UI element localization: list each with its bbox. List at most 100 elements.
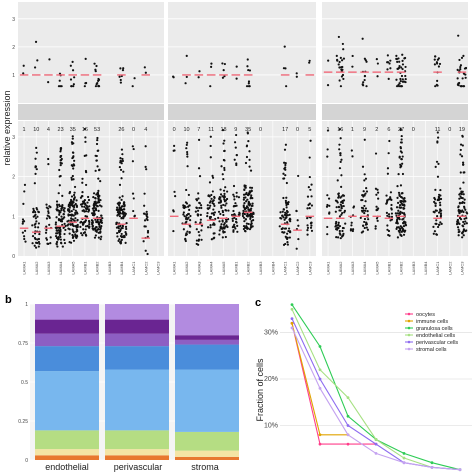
data-point (81, 181, 84, 184)
data-point (387, 77, 390, 80)
data-point (95, 142, 99, 146)
data-point (101, 217, 104, 220)
data-point (84, 57, 87, 61)
data-point (435, 233, 439, 236)
data-point (99, 198, 102, 202)
data-point (206, 226, 210, 229)
data-point (212, 202, 215, 206)
data-point (118, 238, 121, 241)
data-point (439, 212, 443, 215)
data-point (281, 214, 284, 217)
gene-tick-label: LAMA3 (196, 261, 201, 275)
data-point (284, 143, 287, 146)
data-point (224, 209, 227, 212)
data-point (396, 185, 399, 188)
data-point (336, 59, 339, 62)
data-point (399, 212, 402, 216)
data-point (36, 215, 39, 218)
data-point (132, 197, 135, 200)
data-point (23, 229, 27, 232)
count-label: 10 (33, 127, 39, 133)
count-label: 0 (296, 127, 299, 133)
data-point (72, 239, 76, 242)
data-point (439, 208, 442, 211)
data-point (63, 210, 66, 213)
data-point (75, 226, 78, 229)
data-point (21, 220, 25, 223)
data-point (199, 204, 203, 207)
data-point (84, 140, 87, 143)
data-point (37, 245, 40, 248)
data-point (242, 198, 245, 201)
bar-segment (35, 346, 99, 372)
data-point (213, 236, 216, 239)
data-point (83, 205, 86, 208)
data-point (335, 206, 338, 209)
data-point (340, 158, 343, 161)
chart-marks: LAMA11LAMA210LAMA34LAMA423LAMA535LAMB116… (12, 2, 472, 472)
data-point (98, 194, 101, 197)
data-point (289, 230, 292, 234)
data-point (60, 157, 63, 161)
data-point (172, 229, 175, 233)
series-point (318, 377, 322, 381)
data-point (47, 80, 50, 84)
data-point (92, 196, 95, 199)
data-point (56, 226, 60, 229)
data-point (339, 233, 342, 236)
data-point (295, 247, 298, 250)
data-point (83, 85, 86, 88)
data-point (388, 62, 391, 65)
data-point (365, 226, 368, 229)
y-tick-label: 1 (12, 73, 15, 79)
data-point (456, 83, 460, 86)
data-point (339, 152, 342, 155)
data-point (335, 54, 338, 57)
data-point (59, 164, 62, 167)
data-point (286, 243, 289, 246)
data-point (435, 219, 438, 222)
y-tick-label: 3 (12, 135, 15, 141)
gene-tick-label: LAMB2 (246, 261, 251, 275)
data-point (38, 232, 41, 236)
data-point (21, 231, 24, 234)
count-label: 23 (58, 127, 64, 133)
series-point (290, 307, 294, 311)
data-point (73, 196, 76, 199)
data-point (59, 235, 62, 239)
data-point (79, 225, 82, 228)
data-point (73, 204, 76, 207)
data-point (296, 219, 299, 222)
data-point (246, 227, 250, 230)
data-point (342, 77, 345, 81)
data-point (461, 236, 464, 239)
data-point (363, 179, 366, 182)
data-point (122, 236, 125, 239)
data-point (56, 238, 60, 241)
data-point (62, 217, 65, 220)
data-point (285, 203, 288, 207)
data-point (394, 212, 397, 215)
data-point (185, 54, 188, 57)
data-point (145, 168, 148, 171)
data-point (326, 225, 329, 229)
data-point (209, 204, 212, 207)
data-point (374, 227, 377, 230)
data-point (58, 232, 61, 235)
data-point (343, 211, 346, 214)
data-point (401, 229, 404, 232)
data-point (326, 129, 330, 132)
data-point (297, 237, 300, 241)
gene-tick-label: LAMC1 (283, 261, 288, 275)
data-point (197, 138, 201, 141)
data-point (286, 202, 290, 206)
data-point (143, 212, 146, 215)
gene-tick-label: LAMA5 (374, 261, 379, 275)
data-point (249, 216, 252, 219)
data-point (242, 204, 245, 207)
data-point (45, 206, 48, 209)
data-point (306, 233, 309, 236)
gene-tick-label: LAMB4 (119, 261, 124, 275)
data-point (93, 210, 96, 213)
bar-segment (175, 456, 239, 460)
